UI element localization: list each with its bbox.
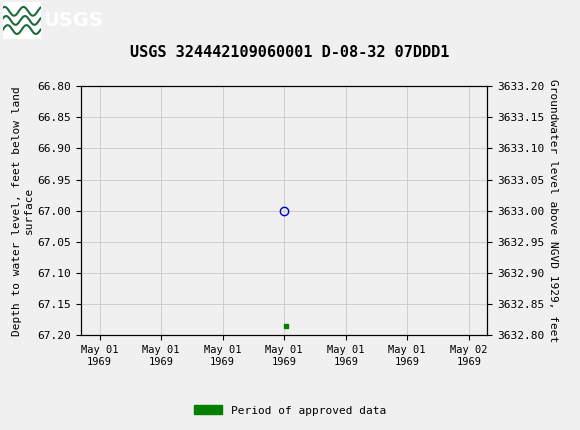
Y-axis label: Groundwater level above NGVD 1929, feet: Groundwater level above NGVD 1929, feet — [548, 79, 559, 342]
Y-axis label: Depth to water level, feet below land
surface: Depth to water level, feet below land su… — [12, 86, 34, 335]
Text: USGS: USGS — [44, 11, 103, 30]
Legend: Period of approved data: Period of approved data — [190, 401, 390, 420]
Text: USGS 324442109060001 D-08-32 07DDD1: USGS 324442109060001 D-08-32 07DDD1 — [130, 45, 450, 60]
